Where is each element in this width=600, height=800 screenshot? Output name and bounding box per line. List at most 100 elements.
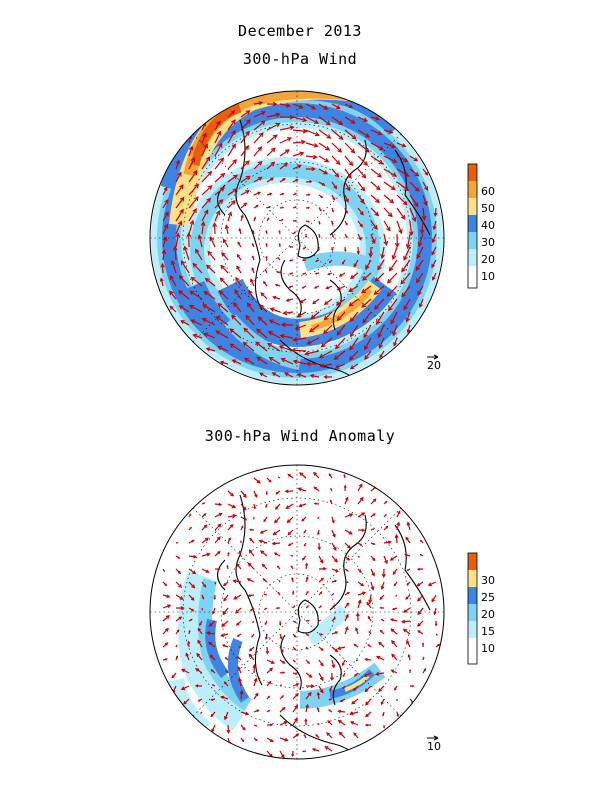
wind-vector xyxy=(386,285,398,297)
wind-vector-head xyxy=(416,623,421,627)
wind-vector xyxy=(317,516,320,520)
wind-vector xyxy=(344,129,357,140)
wind-vector-head xyxy=(164,583,168,587)
wind-vector-head xyxy=(416,583,421,587)
wind-vector xyxy=(318,659,324,667)
wind-vector-head xyxy=(268,206,272,209)
wind-vector xyxy=(256,328,268,339)
wind-vector-head xyxy=(175,159,180,165)
wind-vector-head xyxy=(248,289,253,295)
wind-vector-head xyxy=(232,159,237,164)
wind-vector-head xyxy=(389,557,394,561)
wind-vector xyxy=(286,503,294,509)
wind-vector xyxy=(201,156,210,170)
wind-vector-head xyxy=(175,655,179,658)
wind-vector-head xyxy=(176,629,180,633)
shade-europe-mid xyxy=(302,251,384,277)
wind-vector xyxy=(175,172,182,183)
colorbar-tick-50: 50 xyxy=(481,202,495,215)
wind-vector xyxy=(229,328,242,339)
wind-vector xyxy=(292,103,303,109)
wind-vector-head xyxy=(403,609,408,613)
wind-vector-head xyxy=(241,739,245,743)
wind-vector xyxy=(259,372,268,378)
wind-vector-head xyxy=(373,290,379,295)
wind-vector xyxy=(344,627,349,635)
wind-vector-head xyxy=(320,577,324,581)
wind-vector xyxy=(318,103,328,110)
wind-vector-head xyxy=(267,342,273,348)
wind-vector-head xyxy=(392,172,398,177)
wind-vector xyxy=(324,746,333,752)
wind-vector-head xyxy=(423,200,428,207)
wind-vector-head xyxy=(359,570,362,574)
reference-vector-label: 10 xyxy=(427,740,441,753)
wind-vector xyxy=(270,307,281,313)
wind-vector xyxy=(350,363,359,370)
wind-vector-head xyxy=(364,657,368,662)
wind-vector xyxy=(299,503,307,507)
wind-vector-head xyxy=(409,668,412,672)
wind-vector-head xyxy=(232,174,238,180)
wind-vector-head xyxy=(202,304,208,309)
wind-vector-head xyxy=(194,668,199,672)
colorbar-swatch-6 xyxy=(468,164,477,181)
wind-vector xyxy=(418,233,424,247)
coastline-arctic xyxy=(280,634,302,691)
wind-vector-head xyxy=(189,219,195,225)
wind-vector xyxy=(361,298,372,308)
wind-vector-head xyxy=(265,242,268,246)
wind-vector xyxy=(224,711,229,720)
wind-vector-head xyxy=(358,237,362,241)
wind-vector-head xyxy=(368,630,371,633)
colorbar-tick-10: 10 xyxy=(481,270,495,283)
wind-vector-head xyxy=(190,618,193,621)
wind-vector xyxy=(184,246,190,261)
wind-vector-head xyxy=(397,510,401,514)
wind-vector xyxy=(188,220,194,235)
wind-vector-head xyxy=(294,621,297,623)
wind-vector xyxy=(409,207,416,222)
wind-vector xyxy=(409,168,419,177)
wind-vector xyxy=(252,620,255,624)
wind-vector-head xyxy=(178,616,183,620)
wind-vector-head xyxy=(317,248,320,252)
wind-vector xyxy=(403,298,411,310)
wind-vector xyxy=(417,607,424,615)
wind-vector-head xyxy=(405,536,409,541)
wind-vector xyxy=(291,349,307,352)
wind-vector xyxy=(201,133,207,144)
wind-vector-head xyxy=(319,689,324,694)
colorbar-swatch-0 xyxy=(468,638,477,664)
wind-vector xyxy=(247,302,255,313)
wind-vector-head xyxy=(386,292,392,297)
wind-vector xyxy=(188,135,192,144)
wind-vector-head xyxy=(379,354,383,359)
wind-vector xyxy=(221,620,229,627)
wind-vector xyxy=(240,202,247,209)
wind-vector-head xyxy=(279,636,283,640)
wind-vector-head xyxy=(302,117,308,123)
wind-vector-head xyxy=(389,618,394,622)
wind-vector xyxy=(396,194,408,206)
wind-vector xyxy=(204,291,216,300)
wind-vector-head xyxy=(433,611,437,616)
wind-vector-head xyxy=(238,677,242,682)
wind-vector-head xyxy=(307,193,311,196)
wind-vector-head xyxy=(223,681,227,685)
reference-vector: 20 xyxy=(427,354,441,372)
wind-vector-head xyxy=(317,546,321,551)
wind-vector xyxy=(351,698,359,705)
wind-vector-head xyxy=(258,132,264,138)
wind-vector-head xyxy=(307,634,310,636)
wind-vector xyxy=(383,155,397,163)
wind-vector xyxy=(240,131,250,144)
wind-vector-head xyxy=(347,173,352,179)
wind-vector-head xyxy=(192,170,198,176)
wind-vector xyxy=(326,732,333,739)
wind-vector-head xyxy=(333,617,336,620)
wind-vector-head xyxy=(305,562,309,566)
wind-vector xyxy=(162,199,169,209)
wind-vector xyxy=(349,337,359,350)
wind-vector xyxy=(370,129,382,135)
